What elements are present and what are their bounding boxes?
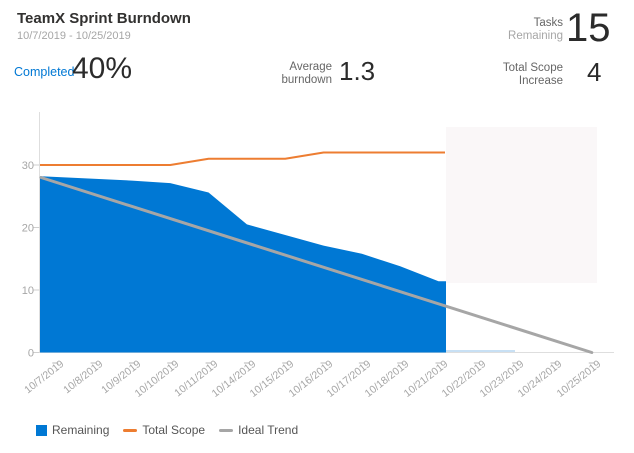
tasks-remaining-value: 15 — [566, 6, 611, 50]
widget-date-range: 10/7/2019 - 10/25/2019 — [17, 30, 131, 42]
total-scope-increase-label-line2: Increase — [518, 75, 563, 87]
legend-label-total-scope: Total Scope — [142, 423, 206, 437]
legend-label-remaining: Remaining — [52, 423, 110, 437]
tasks-remaining-label: Tasks Remaining — [508, 17, 563, 43]
tasks-remaining-label-line1: Tasks — [533, 17, 563, 29]
completed-value: 40% — [72, 52, 133, 85]
chart-legend: Remaining Total Scope Ideal Trend — [36, 423, 298, 437]
average-burndown-label: Average burndown — [281, 61, 332, 87]
total-scope-swatch-icon — [123, 428, 138, 432]
widget-title: TeamX Sprint Burndown — [17, 10, 191, 27]
y-axis-label: 30 — [22, 160, 34, 172]
total-scope-line — [40, 151, 445, 166]
remaining-area — [40, 176, 446, 353]
average-burndown-value: 1.3 — [339, 56, 376, 86]
y-axis-label: 20 — [22, 223, 34, 235]
legend-item-remaining: Remaining — [36, 423, 109, 437]
future-dates-shade — [446, 127, 597, 283]
average-burndown-label-line1: Average — [289, 61, 332, 73]
completed-label: Completed — [14, 65, 75, 79]
remaining-swatch-icon — [36, 424, 47, 436]
tasks-remaining-label-line2: Remaining — [508, 30, 563, 42]
ideal-trend-swatch-icon — [219, 428, 234, 432]
y-axis-label: 0 — [28, 348, 34, 360]
legend-item-ideal-trend: Ideal Trend — [219, 423, 298, 437]
ideal-trend-line — [39, 176, 594, 354]
total-scope-increase-label-line1: Total Scope — [502, 62, 563, 74]
total-scope-increase-label: Total Scope Increase — [503, 62, 563, 88]
total-scope-increase-value: 4 — [587, 57, 602, 87]
y-axis-label: 10 — [22, 285, 34, 297]
legend-label-ideal-trend: Ideal Trend — [238, 423, 299, 437]
legend-item-total-scope: Total Scope — [123, 423, 205, 437]
average-burndown-label-line2: burndown — [281, 74, 332, 86]
